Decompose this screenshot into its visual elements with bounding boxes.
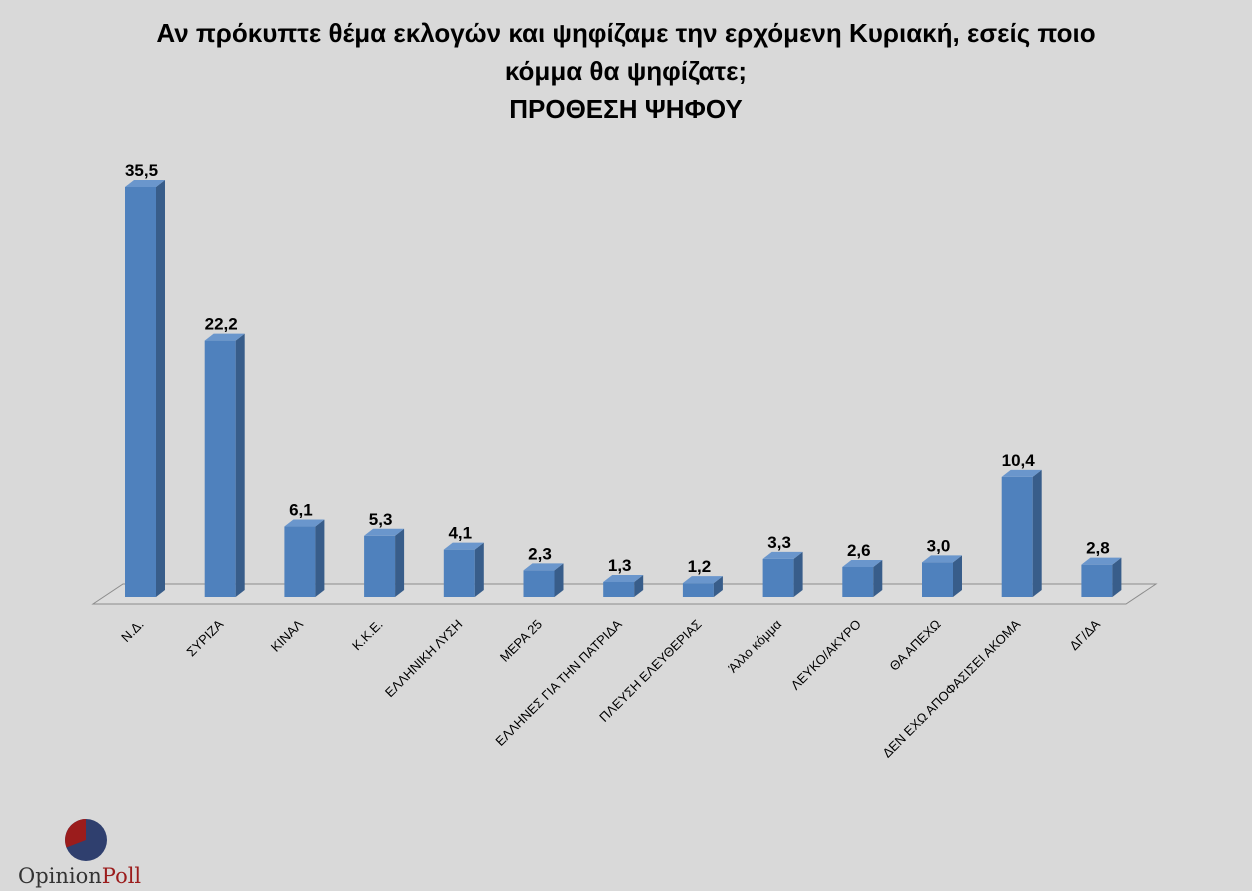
chart-title-line-2: κόμμα θα ψηφίζατε; <box>504 56 748 86</box>
bar-front <box>204 340 236 597</box>
bar-side <box>315 519 325 597</box>
bar-side <box>953 555 962 597</box>
data-label: 2,3 <box>528 544 552 563</box>
bar-front <box>603 581 635 597</box>
bar-top <box>1001 469 1042 477</box>
category-label: Κ.Κ.Ε. <box>349 617 386 654</box>
bar-front <box>1001 476 1033 597</box>
bar <box>922 555 962 597</box>
data-label: 2,6 <box>847 541 871 560</box>
bar <box>842 559 883 597</box>
chart-title-line-3: ΠΡΟΘΕΣΗ ΨΗΦΟΥ <box>509 94 743 124</box>
data-label: 35,5 <box>125 161 158 180</box>
logo-text-second: Poll <box>101 864 142 888</box>
category-label: ΣΥΡΙΖΑ <box>183 616 226 659</box>
bar-side <box>235 333 245 597</box>
bar-top <box>603 574 644 582</box>
data-label: 10,4 <box>1002 451 1036 470</box>
data-label: 2,8 <box>1086 539 1110 558</box>
bar-front <box>364 535 396 597</box>
bar-side <box>554 563 564 597</box>
bar <box>762 551 803 597</box>
bar <box>125 180 165 597</box>
bar-front <box>284 526 316 597</box>
bar-front <box>443 549 475 597</box>
category-label: Ν.Δ. <box>118 617 146 645</box>
bar-top <box>125 180 165 187</box>
bar <box>682 576 723 597</box>
bar-top <box>682 576 723 584</box>
bar-side <box>474 542 484 597</box>
bar-side <box>634 574 644 597</box>
data-label: 4,1 <box>448 524 472 543</box>
bar-top <box>1081 557 1122 565</box>
category-label: ΜΕΡΑ 25 <box>497 617 545 665</box>
bar-side <box>1032 469 1042 597</box>
category-label: Άλλο κόμμα <box>725 616 784 675</box>
bar-top <box>443 542 484 550</box>
bar <box>443 542 484 597</box>
category-label: ΕΛΛΗΝΕΣ ΓΙΑ ΤΗΝ ΠΑΤΡΙΔΑ <box>492 616 625 749</box>
data-label: 3,3 <box>767 533 791 552</box>
bar-front <box>125 187 156 597</box>
category-label: ΔΓ/ΔΑ <box>1066 616 1103 653</box>
data-label: 1,2 <box>688 557 712 576</box>
bar-top <box>842 559 883 567</box>
bar-front <box>922 562 953 597</box>
bar <box>1081 557 1122 597</box>
chart-title-line-1: Αν πρόκυπτε θέμα εκλογών και ψηφίζαμε τη… <box>156 18 1096 48</box>
bar-side <box>793 551 803 597</box>
bar <box>364 528 405 597</box>
opinionpoll-logo: OpinionPoll <box>18 816 158 888</box>
category-label: ΕΛΛΗΝΙΚΗ ΛΥΣΗ <box>382 617 466 701</box>
bar-side <box>156 180 165 597</box>
bar <box>603 574 644 597</box>
category-label: ΘΑ ΑΠΕΧΩ <box>886 616 943 673</box>
bar-side <box>395 528 405 597</box>
data-label: 22,2 <box>205 315 238 334</box>
bar-side <box>713 576 723 597</box>
logo-text-first: Opinion <box>18 864 102 888</box>
data-label: 5,3 <box>369 510 393 529</box>
category-labels: Ν.Δ. ΣΥΡΙΖΑ ΚΙΝΑΛ Κ.Κ.Ε.ΕΛΛΗΝΙΚΗ ΛΥΣΗ ΜΕΡΑ 2… <box>118 616 1103 760</box>
category-label: ΔΕΝ ΕΧΩ ΑΠΟΦΑΣΙΣΕΙ ΑΚΟΜΑ <box>879 616 1023 760</box>
bar-front <box>762 558 794 597</box>
bar <box>284 519 325 597</box>
bar <box>204 333 245 597</box>
bar-front <box>842 566 874 597</box>
bar-top <box>762 551 803 559</box>
category-label: ΛΕΥΚΟ/ΑΚΥΡΟ <box>788 617 864 693</box>
bar-top <box>922 555 962 563</box>
bar-top <box>284 519 325 527</box>
bar-top <box>523 563 564 571</box>
data-labels: 35,5 22,2 6,1 5,3 4,1 2,3 1,3 1,2 3,3 2,6 3,0 10,4 2… <box>125 161 1110 576</box>
data-label: 6,1 <box>289 501 313 520</box>
logo-pie-icon <box>65 819 107 861</box>
bar-top <box>364 528 405 536</box>
bar-front <box>682 583 714 597</box>
category-label: ΚΙΝΑΛ <box>268 616 306 654</box>
bar <box>1001 469 1042 597</box>
bar-front <box>523 570 555 597</box>
bar-top <box>204 333 245 341</box>
bar-side <box>873 559 883 597</box>
data-label: 3,0 <box>927 536 951 555</box>
bar-side <box>1112 557 1122 597</box>
chart-title: Αν πρόκυπτε θέμα εκλογών και ψηφίζαμε τη… <box>0 14 1252 128</box>
bar <box>523 563 564 597</box>
bar-front <box>1081 564 1113 597</box>
logo-text: OpinionPoll <box>18 864 141 888</box>
data-label: 1,3 <box>608 556 632 575</box>
bar-series <box>125 180 1122 597</box>
